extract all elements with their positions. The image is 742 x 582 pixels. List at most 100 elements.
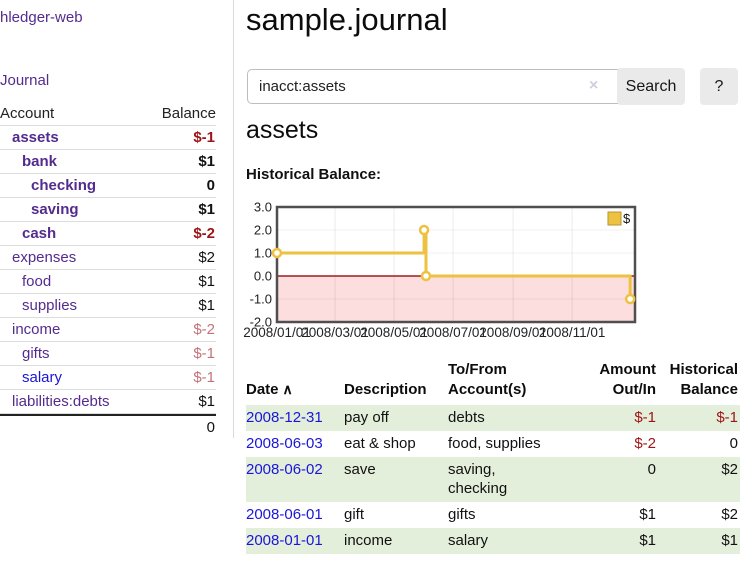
negative-region [277, 276, 635, 322]
search-button[interactable]: Search [617, 68, 685, 105]
chart-title: Historical Balance: [246, 166, 382, 183]
column-header-hist: Historical Balance [669, 361, 738, 398]
account-link-cash[interactable]: cash [22, 225, 57, 242]
account-link-income[interactable]: income [12, 321, 61, 338]
account-balance: 0 [206, 177, 215, 194]
transaction-amount: $1 [586, 528, 658, 554]
transaction-amount: $-2 [634, 435, 656, 452]
account-row: gifts $-1 [0, 342, 216, 366]
account-section-title: assets [246, 116, 319, 144]
data-point-marker [418, 224, 430, 236]
transaction-description: income [344, 528, 448, 554]
app-brand-link[interactable]: hledger-web [0, 9, 83, 26]
transaction-date-link[interactable]: 2008-06-01 [246, 506, 323, 523]
transaction-row: 2008-12-31 pay off debts $-1 $-1 [246, 405, 740, 431]
account-link-checking[interactable]: checking [31, 177, 97, 194]
column-header-date[interactable]: Date ∧ [246, 381, 293, 398]
column-header-acct: To/From Account(s) [448, 361, 527, 398]
account-balance: $1 [198, 201, 215, 218]
search-input[interactable] [247, 69, 634, 104]
y-axis-tick-label: 2.0 [254, 223, 272, 238]
accounts-total-row: 0 [0, 414, 216, 439]
x-axis-tick-label: 2008/03/01 [301, 325, 369, 340]
accounts-table: Account Balance assets $-1 bank $1 checking 0… [0, 102, 216, 439]
transaction-amount: 0 [586, 457, 658, 502]
sort-ascending-icon: ∧ [282, 381, 293, 397]
transaction-description: gift [344, 506, 365, 523]
transaction-date-link[interactable]: 2008-06-03 [246, 435, 323, 452]
transaction-description: pay off [344, 405, 448, 431]
sidebar-divider [233, 0, 234, 438]
account-balance: $1 [198, 153, 215, 170]
data-point-marker [624, 293, 636, 305]
column-header-desc: Description [344, 381, 427, 398]
account-balance: $-1 [193, 369, 215, 386]
transaction-amount: $-1 [586, 405, 658, 431]
transaction-accounts: saving, checking [448, 457, 586, 502]
account-row: assets $-1 [0, 126, 216, 150]
page-title: sample.journal [246, 2, 448, 37]
transaction-row: 2008-06-03 eat & shop food, supplies $-2 0 [246, 431, 740, 457]
account-balance: $1 [198, 393, 215, 410]
transaction-description: save [344, 457, 448, 502]
chart-canvas: $3.0 2.0 1.0 0.0 -1.0 -2.02008/01/012008/03/0… [243, 200, 637, 340]
account-row: saving $1 [0, 198, 216, 222]
y-axis-tick-label: 1.0 [254, 246, 272, 261]
y-axis-tick-label: -1.0 [250, 292, 272, 307]
transaction-row: 2008-01-01 income salary $1 $1 [246, 528, 740, 554]
x-axis-tick-label: 2008/05/01 [360, 325, 428, 340]
transaction-accounts: food, supplies [448, 435, 541, 452]
transaction-historical-balance: $2 [721, 506, 738, 523]
transaction-historical-balance: $-1 [658, 405, 740, 431]
transaction-date-link[interactable]: 2008-06-02 [246, 461, 323, 478]
account-link-salary[interactable]: salary [22, 369, 63, 386]
account-link-gifts[interactable]: gifts [22, 345, 50, 362]
account-row: expenses $2 [0, 246, 216, 270]
transaction-date-link[interactable]: 2008-01-01 [246, 532, 323, 549]
account-row: supplies $1 [0, 294, 216, 318]
account-link-food[interactable]: food [22, 273, 52, 290]
transaction-historical-balance: $1 [658, 528, 740, 554]
x-axis-tick-label: 2008/01/01 [243, 325, 311, 340]
account-balance: $-2 [193, 225, 215, 242]
account-link-bank[interactable]: bank [22, 153, 58, 170]
y-axis-tick-label: 0.0 [254, 269, 272, 284]
account-link-supplies[interactable]: supplies [22, 297, 78, 314]
transaction-row: 2008-06-02 save saving, checking 0 $2 [246, 457, 740, 502]
transaction-date-link[interactable]: 2008-12-31 [246, 409, 323, 426]
transaction-row: 2008-06-01 gift gifts $1 $2 [246, 502, 740, 528]
account-row: bank $1 [0, 150, 216, 174]
x-axis-tick-label: 2008/11/01 [539, 325, 606, 340]
account-link-liabilities-debts[interactable]: liabilities:debts [12, 393, 110, 410]
account-link-saving[interactable]: saving [31, 201, 79, 218]
accounts-total-value: 0 [206, 419, 215, 436]
account-balance: $1 [198, 297, 215, 314]
accounts-table-header: Account Balance [0, 102, 216, 126]
account-row: income $-2 [0, 318, 216, 342]
help-button[interactable]: ? [700, 68, 738, 105]
transaction-accounts: gifts [448, 506, 476, 523]
account-row: liabilities:debts $1 [0, 390, 216, 414]
account-balance: $-2 [193, 321, 215, 338]
sidebar-item-journal[interactable]: Journal [0, 72, 50, 89]
transaction-historical-balance: $2 [658, 457, 740, 502]
account-row: salary $-1 [0, 366, 216, 390]
transaction-description: eat & shop [344, 435, 416, 452]
account-row: cash $-2 [0, 222, 216, 246]
balance-column-header: Balance [161, 105, 216, 122]
column-header-amt: Amount Out/In [599, 361, 656, 398]
data-point-marker [271, 247, 283, 259]
transaction-amount: $1 [639, 506, 656, 523]
account-row: food $1 [0, 270, 216, 294]
transaction-historical-balance: 0 [729, 435, 738, 452]
plot-border [275, 205, 637, 324]
account-balance: $-1 [193, 129, 215, 146]
account-link-assets[interactable]: assets [12, 129, 59, 146]
clear-search-icon[interactable]: × [589, 77, 599, 94]
data-point-marker [420, 270, 432, 282]
historical-balance-chart: $3.0 2.0 1.0 0.0 -1.0 -2.0 2008/01/01 2008/03/0… [242, 200, 642, 344]
account-link-expenses[interactable]: expenses [12, 249, 77, 266]
account-balance: $1 [198, 273, 215, 290]
y-axis-tick-label: 3.0 [254, 200, 272, 215]
legend-label: $ [623, 211, 631, 226]
